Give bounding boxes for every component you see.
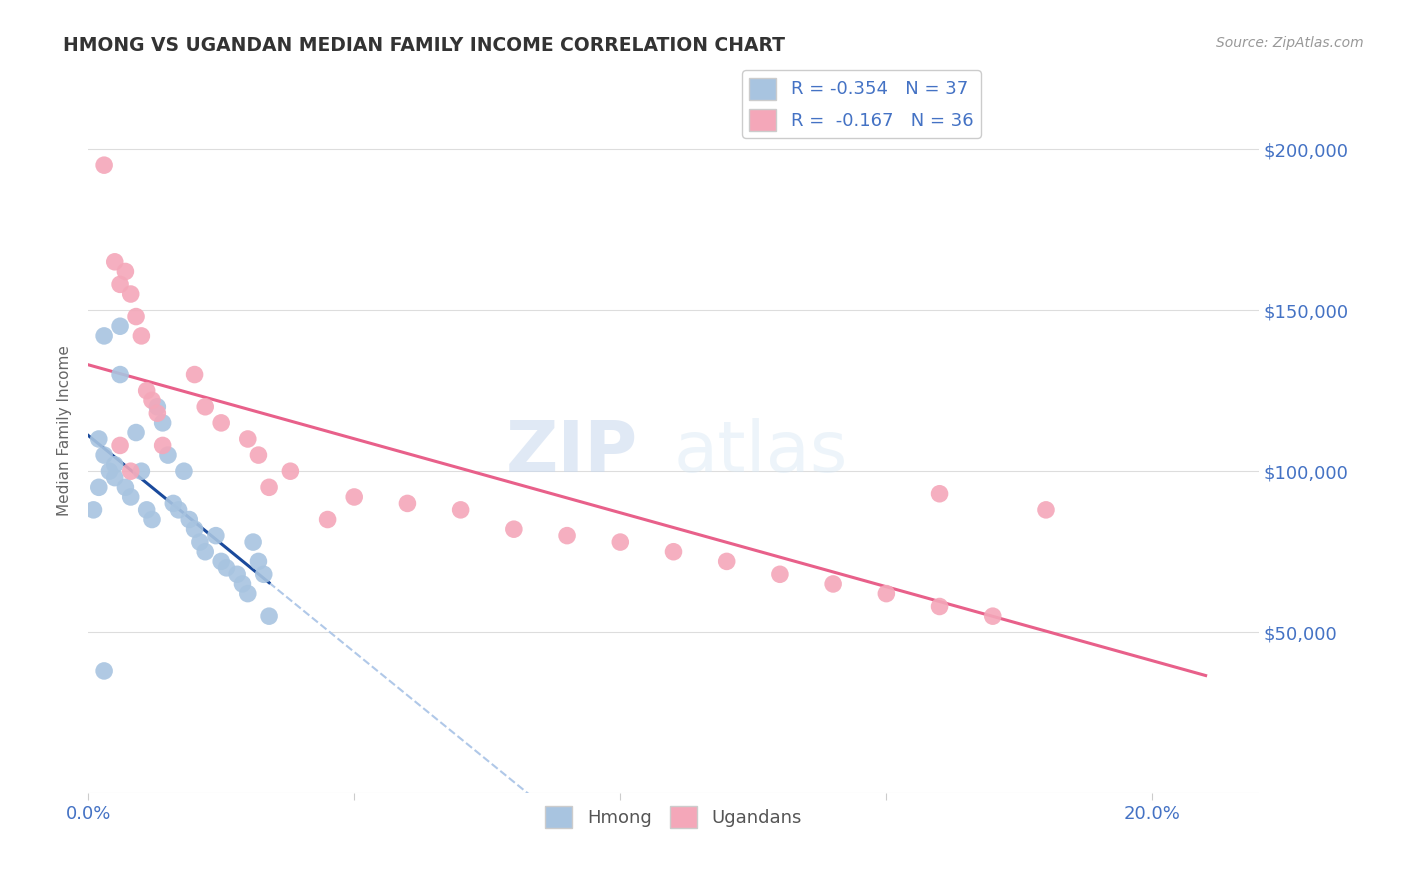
Point [93, 329, 115, 343]
Point [152, 416, 174, 430]
Point [875, 586, 897, 600]
Point [152, 438, 174, 452]
Point [769, 567, 792, 582]
Point [928, 599, 950, 614]
Point [104, 255, 127, 269]
Point [146, 400, 169, 414]
Point [1035, 503, 1057, 517]
Point [183, 522, 205, 536]
Point [104, 458, 127, 472]
Point [215, 561, 238, 575]
Point [194, 400, 217, 414]
Point [114, 264, 136, 278]
Point [131, 464, 153, 478]
Point [209, 416, 232, 430]
Point [609, 535, 631, 549]
Point [188, 535, 211, 549]
Point [555, 528, 578, 542]
Point [93, 448, 115, 462]
Point [93, 158, 115, 172]
Point [120, 464, 142, 478]
Point [87, 432, 110, 446]
Point [167, 503, 190, 517]
Point [247, 448, 270, 462]
Point [226, 567, 249, 582]
Text: atlas: atlas [673, 418, 848, 487]
Point [396, 496, 419, 510]
Point [156, 448, 179, 462]
Text: Source: ZipAtlas.com: Source: ZipAtlas.com [1216, 36, 1364, 50]
Point [114, 480, 136, 494]
Point [194, 545, 217, 559]
Point [247, 554, 270, 568]
Point [125, 310, 148, 324]
Point [205, 528, 228, 542]
Point [125, 425, 148, 440]
Point [131, 329, 153, 343]
Point [716, 554, 738, 568]
Point [120, 287, 142, 301]
Point [98, 464, 121, 478]
Point [93, 664, 115, 678]
Point [823, 577, 845, 591]
Point [236, 586, 259, 600]
Point [928, 487, 950, 501]
Point [82, 503, 104, 517]
Point [209, 554, 232, 568]
Point [236, 432, 259, 446]
Point [253, 567, 276, 582]
Point [120, 490, 142, 504]
Point [502, 522, 524, 536]
Point [108, 368, 131, 382]
Point [662, 545, 685, 559]
Point [87, 480, 110, 494]
Point [108, 438, 131, 452]
Point [257, 480, 280, 494]
Point [146, 406, 169, 420]
Y-axis label: Median Family Income: Median Family Income [58, 345, 72, 516]
Point [108, 277, 131, 292]
Point [450, 503, 472, 517]
Point [183, 368, 205, 382]
Point [141, 512, 163, 526]
Text: HMONG VS UGANDAN MEDIAN FAMILY INCOME CORRELATION CHART: HMONG VS UGANDAN MEDIAN FAMILY INCOME CO… [63, 36, 786, 54]
Point [316, 512, 339, 526]
Point [141, 393, 163, 408]
Point [981, 609, 1004, 624]
Point [104, 470, 127, 484]
Point [231, 577, 253, 591]
Point [242, 535, 264, 549]
Point [135, 384, 157, 398]
Text: ZIP: ZIP [506, 418, 638, 487]
Point [135, 503, 157, 517]
Point [343, 490, 366, 504]
Point [280, 464, 302, 478]
Legend: Hmong, Ugandans: Hmong, Ugandans [538, 798, 808, 835]
Point [162, 496, 184, 510]
Point [173, 464, 195, 478]
Point [257, 609, 280, 624]
Point [108, 319, 131, 334]
Point [179, 512, 201, 526]
